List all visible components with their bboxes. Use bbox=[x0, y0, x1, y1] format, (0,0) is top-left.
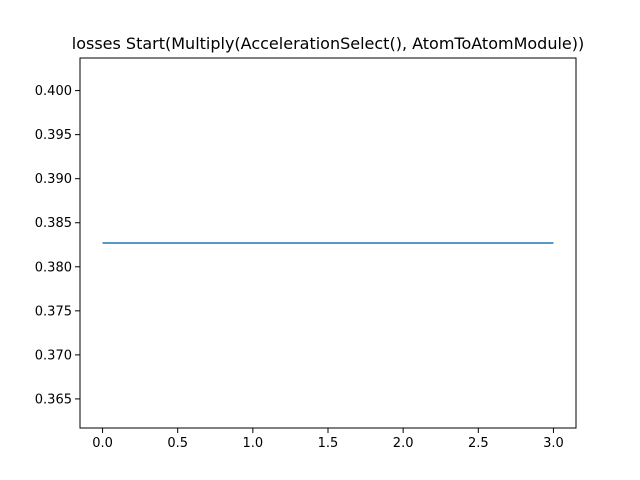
x-tick-label: 1.5 bbox=[318, 436, 339, 451]
x-tick-label: 0.0 bbox=[92, 436, 113, 451]
y-tick-label: 0.370 bbox=[35, 348, 72, 363]
y-tick-label: 0.380 bbox=[35, 260, 72, 275]
chart-title: losses Start(Multiply(AccelerationSelect… bbox=[72, 34, 585, 53]
x-axis: 0.0 0.5 1.0 1.5 2.0 2.5 3.0 bbox=[92, 428, 564, 451]
x-tick-label: 0.5 bbox=[167, 436, 188, 451]
y-tick-label: 0.390 bbox=[35, 172, 72, 187]
y-axis: 0.365 0.370 0.375 0.380 0.385 0.390 0.395 0.400 bbox=[35, 84, 80, 407]
x-tick-label: 2.0 bbox=[393, 436, 414, 451]
y-tick-label: 0.365 bbox=[35, 392, 72, 407]
axes-frame bbox=[79, 57, 577, 429]
x-tick-label: 1.0 bbox=[243, 436, 264, 451]
y-tick-label: 0.375 bbox=[35, 304, 72, 319]
x-tick-label: 3.0 bbox=[543, 436, 564, 451]
y-tick-label: 0.385 bbox=[35, 216, 72, 231]
x-tick-label: 2.5 bbox=[468, 436, 489, 451]
y-tick-label: 0.395 bbox=[35, 128, 72, 143]
y-tick-label: 0.400 bbox=[35, 84, 72, 99]
